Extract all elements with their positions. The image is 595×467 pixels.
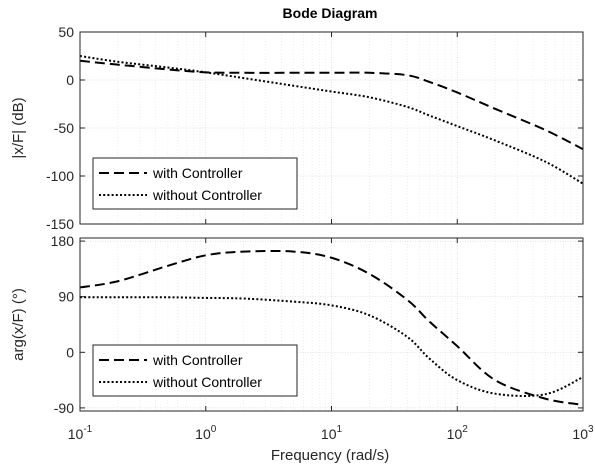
y-tick-label: 0 [66, 344, 74, 360]
axes-box [79, 237, 584, 412]
y-tick-label: 90 [58, 289, 74, 305]
chart-title: Bode Diagram [283, 5, 378, 21]
axes-box [79, 31, 584, 225]
legend-label: without Controller [152, 187, 262, 203]
y-tick-label: -100 [46, 168, 74, 184]
series-group [80, 249, 583, 406]
legend-label: with Controller [152, 165, 243, 181]
series-line-with-controller [80, 59, 583, 151]
series-line-with-controller [80, 249, 583, 406]
y-tick-label: 50 [58, 24, 74, 40]
y-tick-label: 180 [51, 233, 75, 249]
y-tick-label: -90 [54, 400, 74, 416]
legend-label: with Controller [152, 352, 243, 368]
legend: with Controller without Controller [92, 157, 298, 210]
series-line-without-controller [80, 55, 583, 185]
legend: with Controller without Controller [92, 344, 298, 397]
series-group [80, 55, 583, 185]
legend-box [92, 157, 298, 210]
y-tick-label: 0 [66, 72, 74, 88]
legend-box [92, 344, 298, 397]
y-axis-label: arg(x/F) (°) [10, 288, 27, 361]
legend-label: without Controller [152, 374, 262, 390]
y-tick-label: -150 [46, 216, 74, 232]
x-axis-label: Frequency (rad/s) [271, 447, 389, 464]
y-axis-label: |x/F| (dB) [10, 97, 27, 158]
series-line-without-controller [80, 296, 583, 397]
y-tick-label: -50 [54, 120, 74, 136]
